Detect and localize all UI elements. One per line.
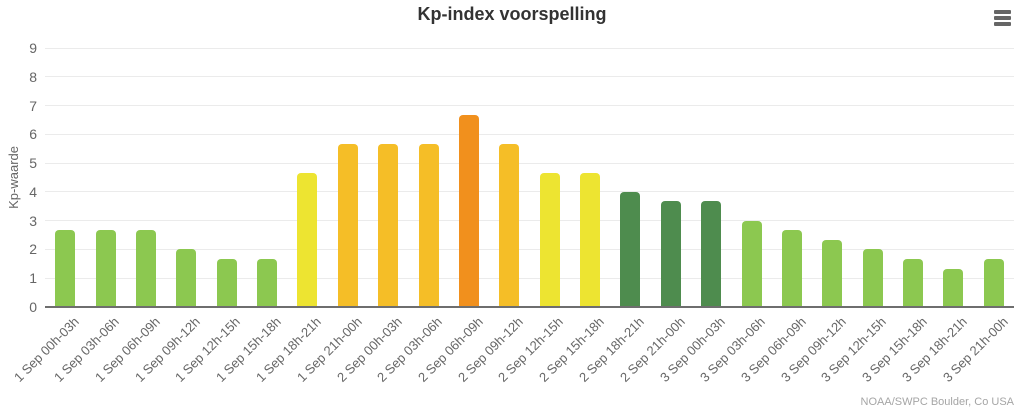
y-tick-label: 7 <box>29 97 37 114</box>
y-tick-label: 4 <box>29 183 37 200</box>
chart-menu-button[interactable] <box>987 7 1011 29</box>
bar[interactable] <box>701 201 722 307</box>
plot-area <box>45 47 1014 307</box>
y-axis-title: Kp-waarde <box>5 146 21 209</box>
bar[interactable] <box>943 268 964 307</box>
bar[interactable] <box>216 258 237 307</box>
bar[interactable] <box>95 230 116 307</box>
hamburger-icon <box>994 10 1011 14</box>
y-tick-label: 5 <box>29 155 37 172</box>
gridline <box>45 191 1014 193</box>
credits-label: NOAA/SWPC Boulder, Co USA <box>860 396 1014 408</box>
gridline <box>45 248 1014 250</box>
y-tick-label: 8 <box>29 68 37 85</box>
bar[interactable] <box>135 230 156 307</box>
bar[interactable] <box>297 172 318 307</box>
bar[interactable] <box>660 201 681 307</box>
bar[interactable] <box>499 143 520 307</box>
bar[interactable] <box>822 239 843 307</box>
gridline <box>45 277 1014 279</box>
bar[interactable] <box>458 115 479 307</box>
gridline <box>45 47 1014 49</box>
bar[interactable] <box>337 143 358 307</box>
bar[interactable] <box>418 143 439 307</box>
x-axis-line <box>45 306 1014 308</box>
bar[interactable] <box>539 172 560 307</box>
bar[interactable] <box>741 220 762 307</box>
y-tick-label: 2 <box>29 241 37 258</box>
bar[interactable] <box>781 230 802 307</box>
gridline <box>45 220 1014 222</box>
bar[interactable] <box>257 258 278 307</box>
y-tick-label: 3 <box>29 212 37 229</box>
gridline <box>45 76 1014 78</box>
gridline <box>45 133 1014 135</box>
bar[interactable] <box>580 172 601 307</box>
y-tick-label: 9 <box>29 40 37 56</box>
gridline <box>45 162 1014 164</box>
bar[interactable] <box>55 230 76 307</box>
bar[interactable] <box>862 249 883 307</box>
y-tick-label: 0 <box>29 299 37 315</box>
y-tick-label: 1 <box>29 270 37 287</box>
y-tick-label: 6 <box>29 126 37 143</box>
chart-title: Kp-index voorspelling <box>417 4 607 24</box>
gridline <box>45 105 1014 107</box>
bar[interactable] <box>983 258 1004 307</box>
bar[interactable] <box>903 258 924 307</box>
bar[interactable] <box>620 191 641 307</box>
bar[interactable] <box>378 143 399 307</box>
hamburger-icon <box>994 16 1011 20</box>
bar[interactable] <box>176 249 197 307</box>
hamburger-icon <box>994 22 1011 26</box>
